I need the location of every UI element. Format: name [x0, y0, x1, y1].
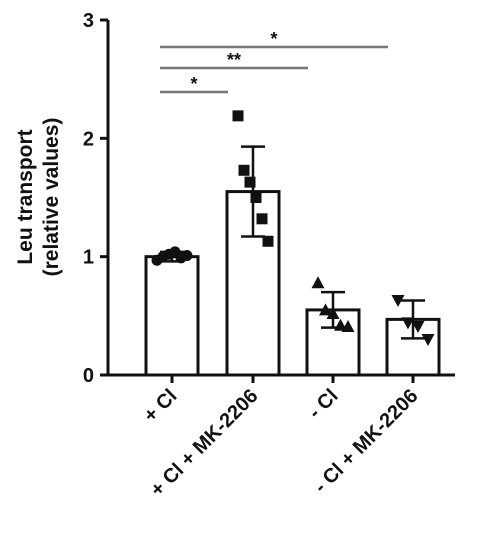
y-tick-label: 3	[83, 10, 94, 32]
data-point	[250, 192, 262, 203]
data-point	[232, 110, 244, 122]
y-axis-title: Leu transport (relative values)	[14, 118, 63, 277]
data-point	[421, 334, 435, 346]
y-label-line: Leu transport	[14, 129, 37, 264]
x-tick-label: - Cl	[304, 385, 342, 423]
y-tick-label: 2	[83, 128, 94, 150]
data-point	[311, 276, 325, 289]
significance-label: *	[190, 74, 197, 94]
data-point	[334, 318, 347, 331]
error-bar	[241, 145, 265, 238]
significance-label: **	[227, 50, 241, 70]
data-point	[341, 319, 355, 332]
y-tick-label: 1	[83, 247, 94, 269]
data-point	[256, 213, 268, 225]
bar	[144, 255, 200, 377]
data-point	[391, 294, 405, 307]
data-point	[319, 303, 332, 316]
data-point	[181, 249, 193, 261]
y-label-line: (relative values)	[40, 118, 63, 277]
y-tick-label: 0	[83, 365, 94, 387]
data-point	[326, 306, 340, 319]
data-point	[244, 176, 256, 188]
significance-label: *	[270, 29, 277, 49]
data-point	[238, 164, 250, 176]
data-point	[262, 235, 274, 247]
data-point	[401, 317, 415, 330]
data-point	[411, 320, 425, 333]
x-tick-label: + Cl	[140, 385, 182, 427]
